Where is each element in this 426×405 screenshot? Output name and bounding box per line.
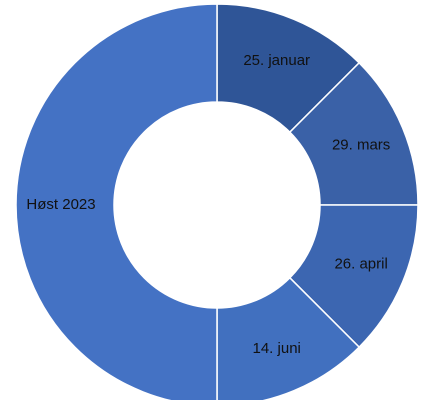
segment-label: 25. januar	[243, 52, 310, 69]
donut-segment	[15, 3, 218, 405]
segment-label: 29. mars	[332, 136, 390, 153]
donut-segment	[216, 276, 361, 405]
segment-label: 26. april	[334, 256, 387, 273]
segment-label: 14. juni	[253, 340, 301, 357]
segment-label: Høst 2023	[26, 196, 95, 213]
